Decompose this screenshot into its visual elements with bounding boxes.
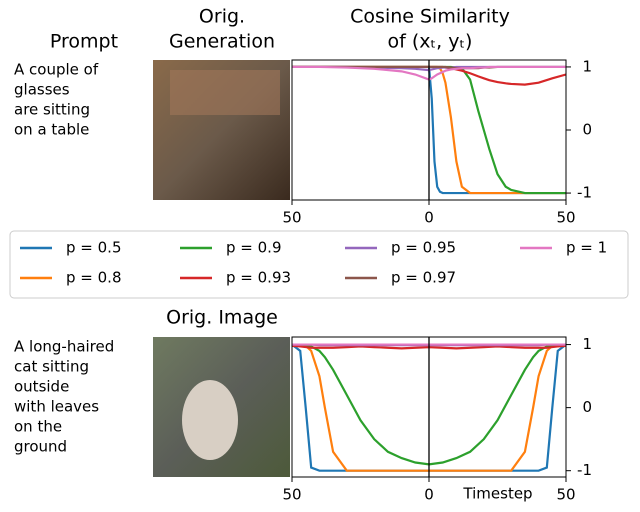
generation-heading: Generation xyxy=(169,31,275,53)
x-tick-label: 50 xyxy=(556,209,575,227)
prompt-text: cat sitting xyxy=(14,358,89,376)
series-line xyxy=(292,65,566,81)
x-tick-label: 50 xyxy=(556,486,575,504)
legend-label: p = 0.93 xyxy=(226,269,291,287)
y-tick-label: 0 xyxy=(582,121,592,139)
legend-label: p = 0.5 xyxy=(66,239,121,257)
chart-title: of (xₜ, yₜ) xyxy=(388,31,473,53)
legend-label: p = 0.9 xyxy=(226,239,281,257)
generation-heading: Orig. xyxy=(199,6,245,28)
y-tick-label: -1 xyxy=(577,184,592,202)
prompt-text: A long-haired xyxy=(14,338,114,356)
x-tick-label: 50 xyxy=(282,486,301,504)
y-tick-label: -1 xyxy=(577,461,592,479)
y-tick-label: 0 xyxy=(582,398,592,416)
image-title: Orig. Image xyxy=(166,307,278,329)
prompt-text: on the xyxy=(14,418,62,436)
legend-label: p = 0.95 xyxy=(391,239,456,257)
y-tick-label: 1 xyxy=(582,335,592,353)
chart-title: Cosine Similarity xyxy=(350,6,510,28)
original-image xyxy=(182,380,238,460)
x-axis-label: Timestep xyxy=(462,485,532,503)
legend-label: p = 0.97 xyxy=(391,269,456,287)
x-tick-label: 0 xyxy=(424,486,434,504)
x-tick-label: 0 xyxy=(424,209,434,227)
prompt-heading: Prompt xyxy=(50,31,118,53)
prompt-text: are sitting xyxy=(14,101,90,119)
prompt-text: A couple of xyxy=(14,61,99,79)
prompt-text: ground xyxy=(14,438,67,456)
prompt-text: glasses xyxy=(14,81,70,99)
y-tick-label: 1 xyxy=(582,57,592,75)
legend-label: p = 1 xyxy=(566,239,607,257)
generated-image xyxy=(170,70,280,115)
legend xyxy=(9,230,629,299)
x-tick-label: 50 xyxy=(282,209,301,227)
prompt-text: on a table xyxy=(14,121,89,139)
legend-label: p = 0.8 xyxy=(66,269,121,287)
prompt-text: outside xyxy=(14,378,69,396)
prompt-text: with leaves xyxy=(14,398,99,416)
